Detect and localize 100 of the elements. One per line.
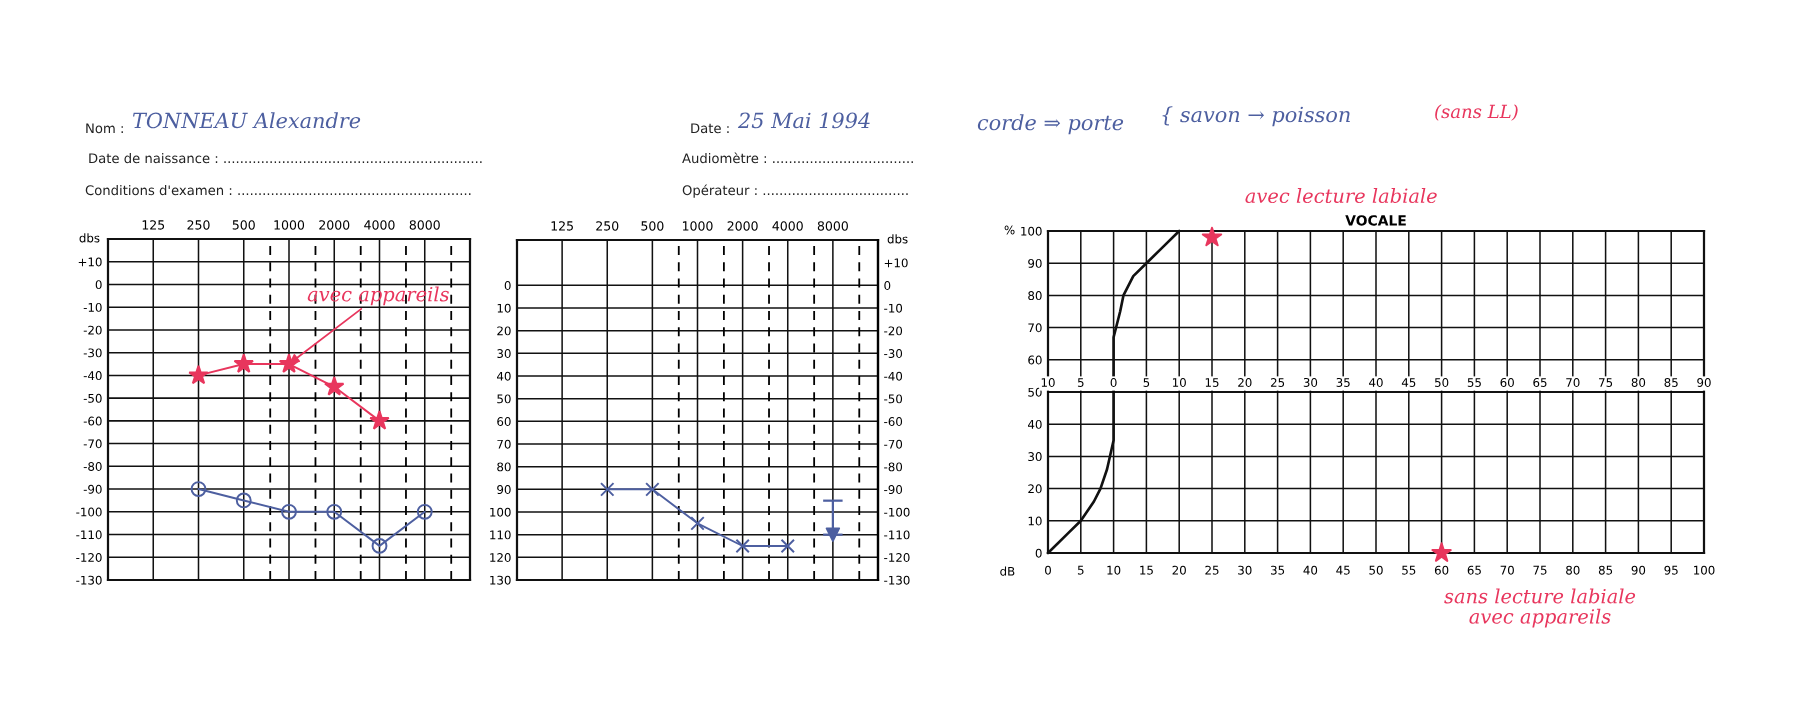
y-tick-label: -50	[83, 393, 102, 403]
y-tick-label: 40	[497, 371, 511, 381]
y-tick-label: -40	[83, 371, 102, 381]
x2-tick-label: 65	[1533, 378, 1547, 387]
y-axis-title: dbs	[79, 233, 100, 243]
x2-tick-label: 45	[1401, 378, 1416, 387]
y2-tick-label: -10	[884, 303, 903, 313]
y-tick-label: 50	[497, 394, 511, 404]
y-tick-label: 70	[497, 439, 511, 449]
y-tick-label: 80	[497, 462, 511, 472]
text: corde ⇒ porte	[977, 114, 1124, 135]
y-tick-label: 30	[1028, 452, 1042, 462]
y-tick-label: 30	[497, 349, 511, 358]
y-tick-label: 0	[95, 280, 102, 290]
point	[600, 482, 615, 497]
annotation: sans lecture labiale avec appareils	[1444, 588, 1636, 628]
y-tick-label: 10	[1028, 516, 1042, 526]
y-tick-label: 120	[490, 553, 511, 562]
y2-tick-label: -20	[884, 326, 903, 336]
x2-tick-label: 15	[1205, 378, 1219, 387]
point	[190, 481, 207, 497]
point	[369, 410, 390, 430]
annotation: avec lecture labiale	[1245, 188, 1437, 204]
x-tick-label: 50	[1369, 565, 1383, 575]
point	[233, 353, 254, 373]
y-tick-label: 10	[497, 303, 511, 313]
y-tick-label: -130	[76, 575, 102, 585]
y-tick-label: 100	[490, 507, 511, 517]
text: Date de naissance : ..............................................................	[89, 152, 482, 164]
x2-tick-label: 35	[1336, 378, 1350, 387]
point	[326, 503, 343, 520]
x-tick-label: 125	[551, 221, 573, 231]
x2-tick-label: 50	[1435, 378, 1449, 387]
x2-tick-label: 25	[1270, 378, 1285, 387]
y2-tick-label: +10	[884, 258, 908, 268]
y-tick-label: -80	[83, 462, 102, 471]
chart-title: VOCALE	[1345, 215, 1406, 226]
text: Date :	[691, 123, 729, 134]
point	[690, 516, 705, 531]
x-tick-label: 20	[1172, 565, 1186, 575]
x2-tick-label: 10	[1041, 378, 1055, 387]
x-tick-label: 75	[1533, 565, 1547, 575]
x2-tick-label: 90	[1697, 378, 1711, 387]
y2-axis-title: dbs	[887, 234, 908, 244]
x-tick-label: 250	[596, 221, 619, 231]
y-tick-label: 90	[497, 485, 511, 494]
y-tick-label: 130	[490, 575, 511, 585]
x-tick-label: 1000	[274, 220, 305, 230]
x2-tick-label: 80	[1631, 378, 1646, 387]
text: 25 Mai 1994	[737, 112, 870, 129]
x2-tick-label: 20	[1238, 378, 1252, 387]
x-tick-label: 8000	[409, 220, 440, 230]
point	[416, 503, 433, 520]
y-tick-label: 70	[1028, 323, 1042, 333]
y2-tick-label: -70	[884, 439, 903, 449]
x-tick-label: 45	[1336, 565, 1350, 575]
x-tick-label: 125	[142, 220, 165, 230]
x-tick-label: 2000	[319, 220, 350, 230]
text: (sans LL)	[1435, 104, 1518, 121]
text: Audiomètre : ..................................	[682, 152, 913, 164]
x-tick-label: 80	[1566, 565, 1580, 575]
y2-tick-label: -30	[884, 349, 903, 358]
y-tick-label: -90	[83, 484, 102, 494]
x2-tick-label: 40	[1369, 378, 1383, 387]
point	[645, 482, 660, 497]
x-tick-label: 250	[187, 220, 210, 230]
x2-tick-label: 70	[1566, 378, 1580, 387]
y-tick-label: -110	[76, 530, 102, 540]
x2-tick-label: 60	[1500, 378, 1514, 387]
y2-tick-label: -130	[884, 575, 910, 585]
x2-tick-label: 30	[1303, 378, 1318, 387]
x-tick-label: 10	[1107, 565, 1121, 575]
y-tick-label: -120	[76, 552, 102, 562]
x-tick-label: 85	[1598, 565, 1613, 575]
y-tick-label: -100	[76, 507, 102, 517]
y-tick-label: 20	[497, 326, 511, 336]
point	[235, 492, 252, 509]
x-tick-label: 95	[1664, 565, 1678, 575]
x2-tick-label: 0	[1110, 378, 1117, 387]
x-tick-label: 15	[1140, 565, 1153, 575]
x-tick-label: 2000	[727, 221, 758, 231]
y2-tick-label: -80	[884, 462, 903, 472]
x-axis-title: dB	[1000, 566, 1015, 576]
y-tick-label: 0	[504, 281, 511, 290]
text: { savon → poisson	[1162, 106, 1350, 127]
y-tick-label: -60	[83, 416, 102, 426]
y2-tick-label: -50	[884, 394, 903, 404]
x-tick-label: 35	[1270, 565, 1285, 575]
y-tick-label: 40	[1028, 419, 1042, 429]
y2-tick-label: 0	[884, 281, 891, 290]
x-tick-label: 70	[1500, 565, 1514, 575]
point	[324, 376, 345, 396]
y2-tick-label: -110	[884, 530, 910, 540]
x-tick-label: 30	[1238, 565, 1252, 575]
point	[780, 538, 795, 554]
y-tick-label: 0	[1035, 548, 1042, 558]
y-tick-label: 90	[1028, 258, 1042, 268]
y-tick-label: 80	[1028, 291, 1042, 301]
x-tick-label: 4000	[364, 220, 395, 230]
point	[278, 353, 300, 373]
